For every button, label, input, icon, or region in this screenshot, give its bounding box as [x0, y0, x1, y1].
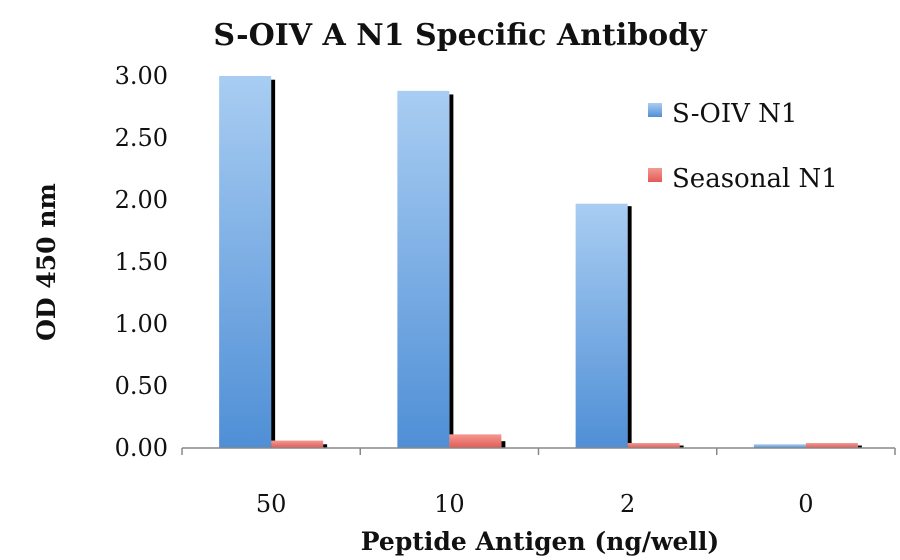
- bar-shadow: [857, 445, 862, 448]
- bar-shadow: [449, 94, 454, 448]
- bar-shadow: [323, 444, 328, 448]
- bar-s-oiv-n1-50: [219, 76, 272, 448]
- legend-swatch-seasonal-n1: [648, 168, 662, 182]
- bar-shadow: [627, 206, 632, 448]
- bar-s-oiv-n1-0: [753, 444, 806, 448]
- bar-seasonal-n1-50: [271, 440, 324, 448]
- bar-seasonal-n1-0: [805, 443, 858, 448]
- legend: S-OIV N1 Seasonal N1: [648, 99, 838, 194]
- x-tick-label: 10: [434, 490, 465, 518]
- chart-title: S-OIV A N1 Specific Antibody: [213, 18, 708, 53]
- y-tick-label: 0.50: [115, 372, 168, 400]
- x-tick-label: 0: [798, 490, 813, 518]
- legend-label-seasonal-n1: Seasonal N1: [672, 164, 838, 194]
- x-tick-label: 2: [620, 490, 635, 518]
- y-tick-label: 0.00: [115, 434, 168, 462]
- bars: [219, 76, 862, 448]
- bar-seasonal-n1-2: [627, 443, 680, 448]
- bar-shadow: [679, 445, 684, 448]
- bar-shadow: [271, 79, 276, 448]
- x-axis-ticks: 50 10 2 0: [181, 448, 896, 518]
- bar-s-oiv-n1-2: [575, 203, 628, 448]
- x-tick-label: 50: [256, 490, 287, 518]
- bar-shadow: [501, 441, 506, 448]
- y-tick-label: 1.00: [115, 310, 168, 338]
- bar-seasonal-n1-10: [449, 434, 502, 448]
- y-axis-label: OD 450 nm: [32, 183, 61, 341]
- legend-label-s-oiv-n1: S-OIV N1: [672, 99, 797, 129]
- y-axis-ticks: 0.00 0.50 1.00 1.50 2.00 2.50 3.00: [115, 62, 168, 462]
- y-tick-label: 2.50: [115, 124, 168, 152]
- y-tick-label: 2.00: [115, 186, 168, 214]
- y-tick-label: 1.50: [115, 248, 168, 276]
- x-axis-label: Peptide Antigen (ng/well): [361, 527, 719, 556]
- legend-swatch-s-oiv-n1: [648, 103, 662, 117]
- bar-s-oiv-n1-10: [397, 90, 450, 448]
- y-tick-label: 3.00: [115, 62, 168, 90]
